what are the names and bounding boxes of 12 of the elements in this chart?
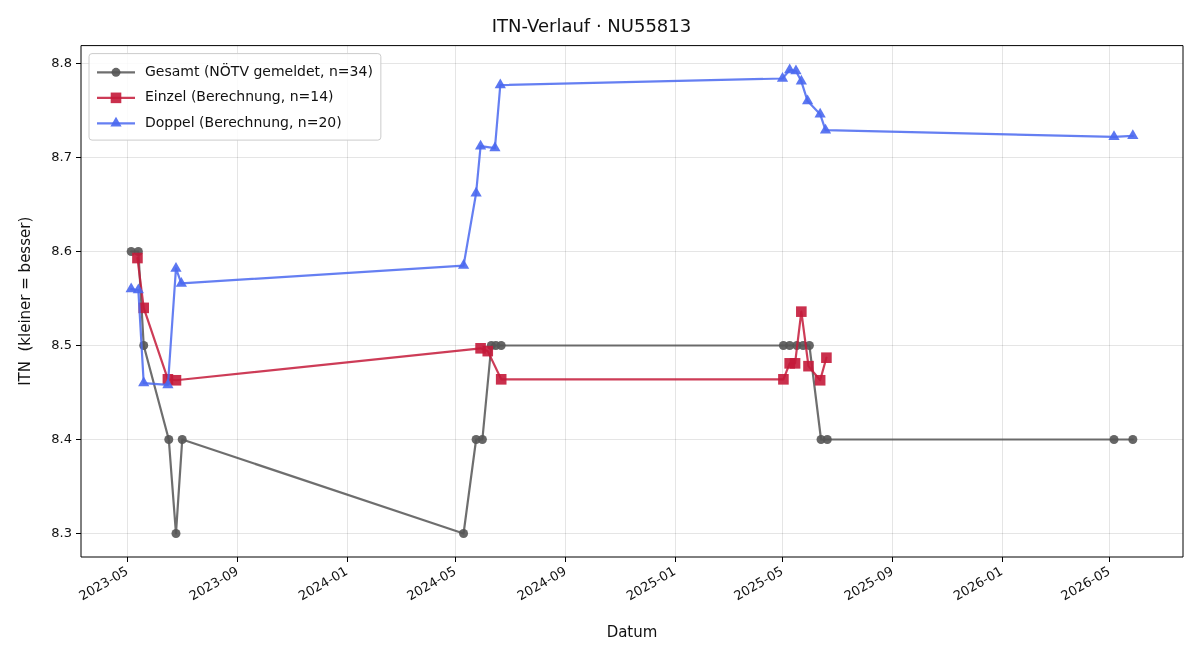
y-tick-label: 8.4 <box>51 430 72 446</box>
y-tick-label: 8.7 <box>51 148 72 164</box>
y-tick-label: 8.8 <box>51 54 72 70</box>
legend-label: Einzel (Berechnung, n=14) <box>145 88 334 105</box>
y-tick-label: 8.6 <box>51 242 72 258</box>
y-axis-title: ITN (kleiner = besser) <box>15 216 34 386</box>
legend-label: Doppel (Berechnung, n=20) <box>145 113 342 130</box>
x-axis-title: Datum <box>606 622 658 641</box>
chart-title: ITN-Verlauf · NU55813 <box>491 15 692 37</box>
legend-label: Gesamt (NÖTV gemeldet, n=34) <box>145 61 373 79</box>
y-tick-label: 8.5 <box>51 336 72 352</box>
y-tick-label: 8.3 <box>51 524 72 540</box>
